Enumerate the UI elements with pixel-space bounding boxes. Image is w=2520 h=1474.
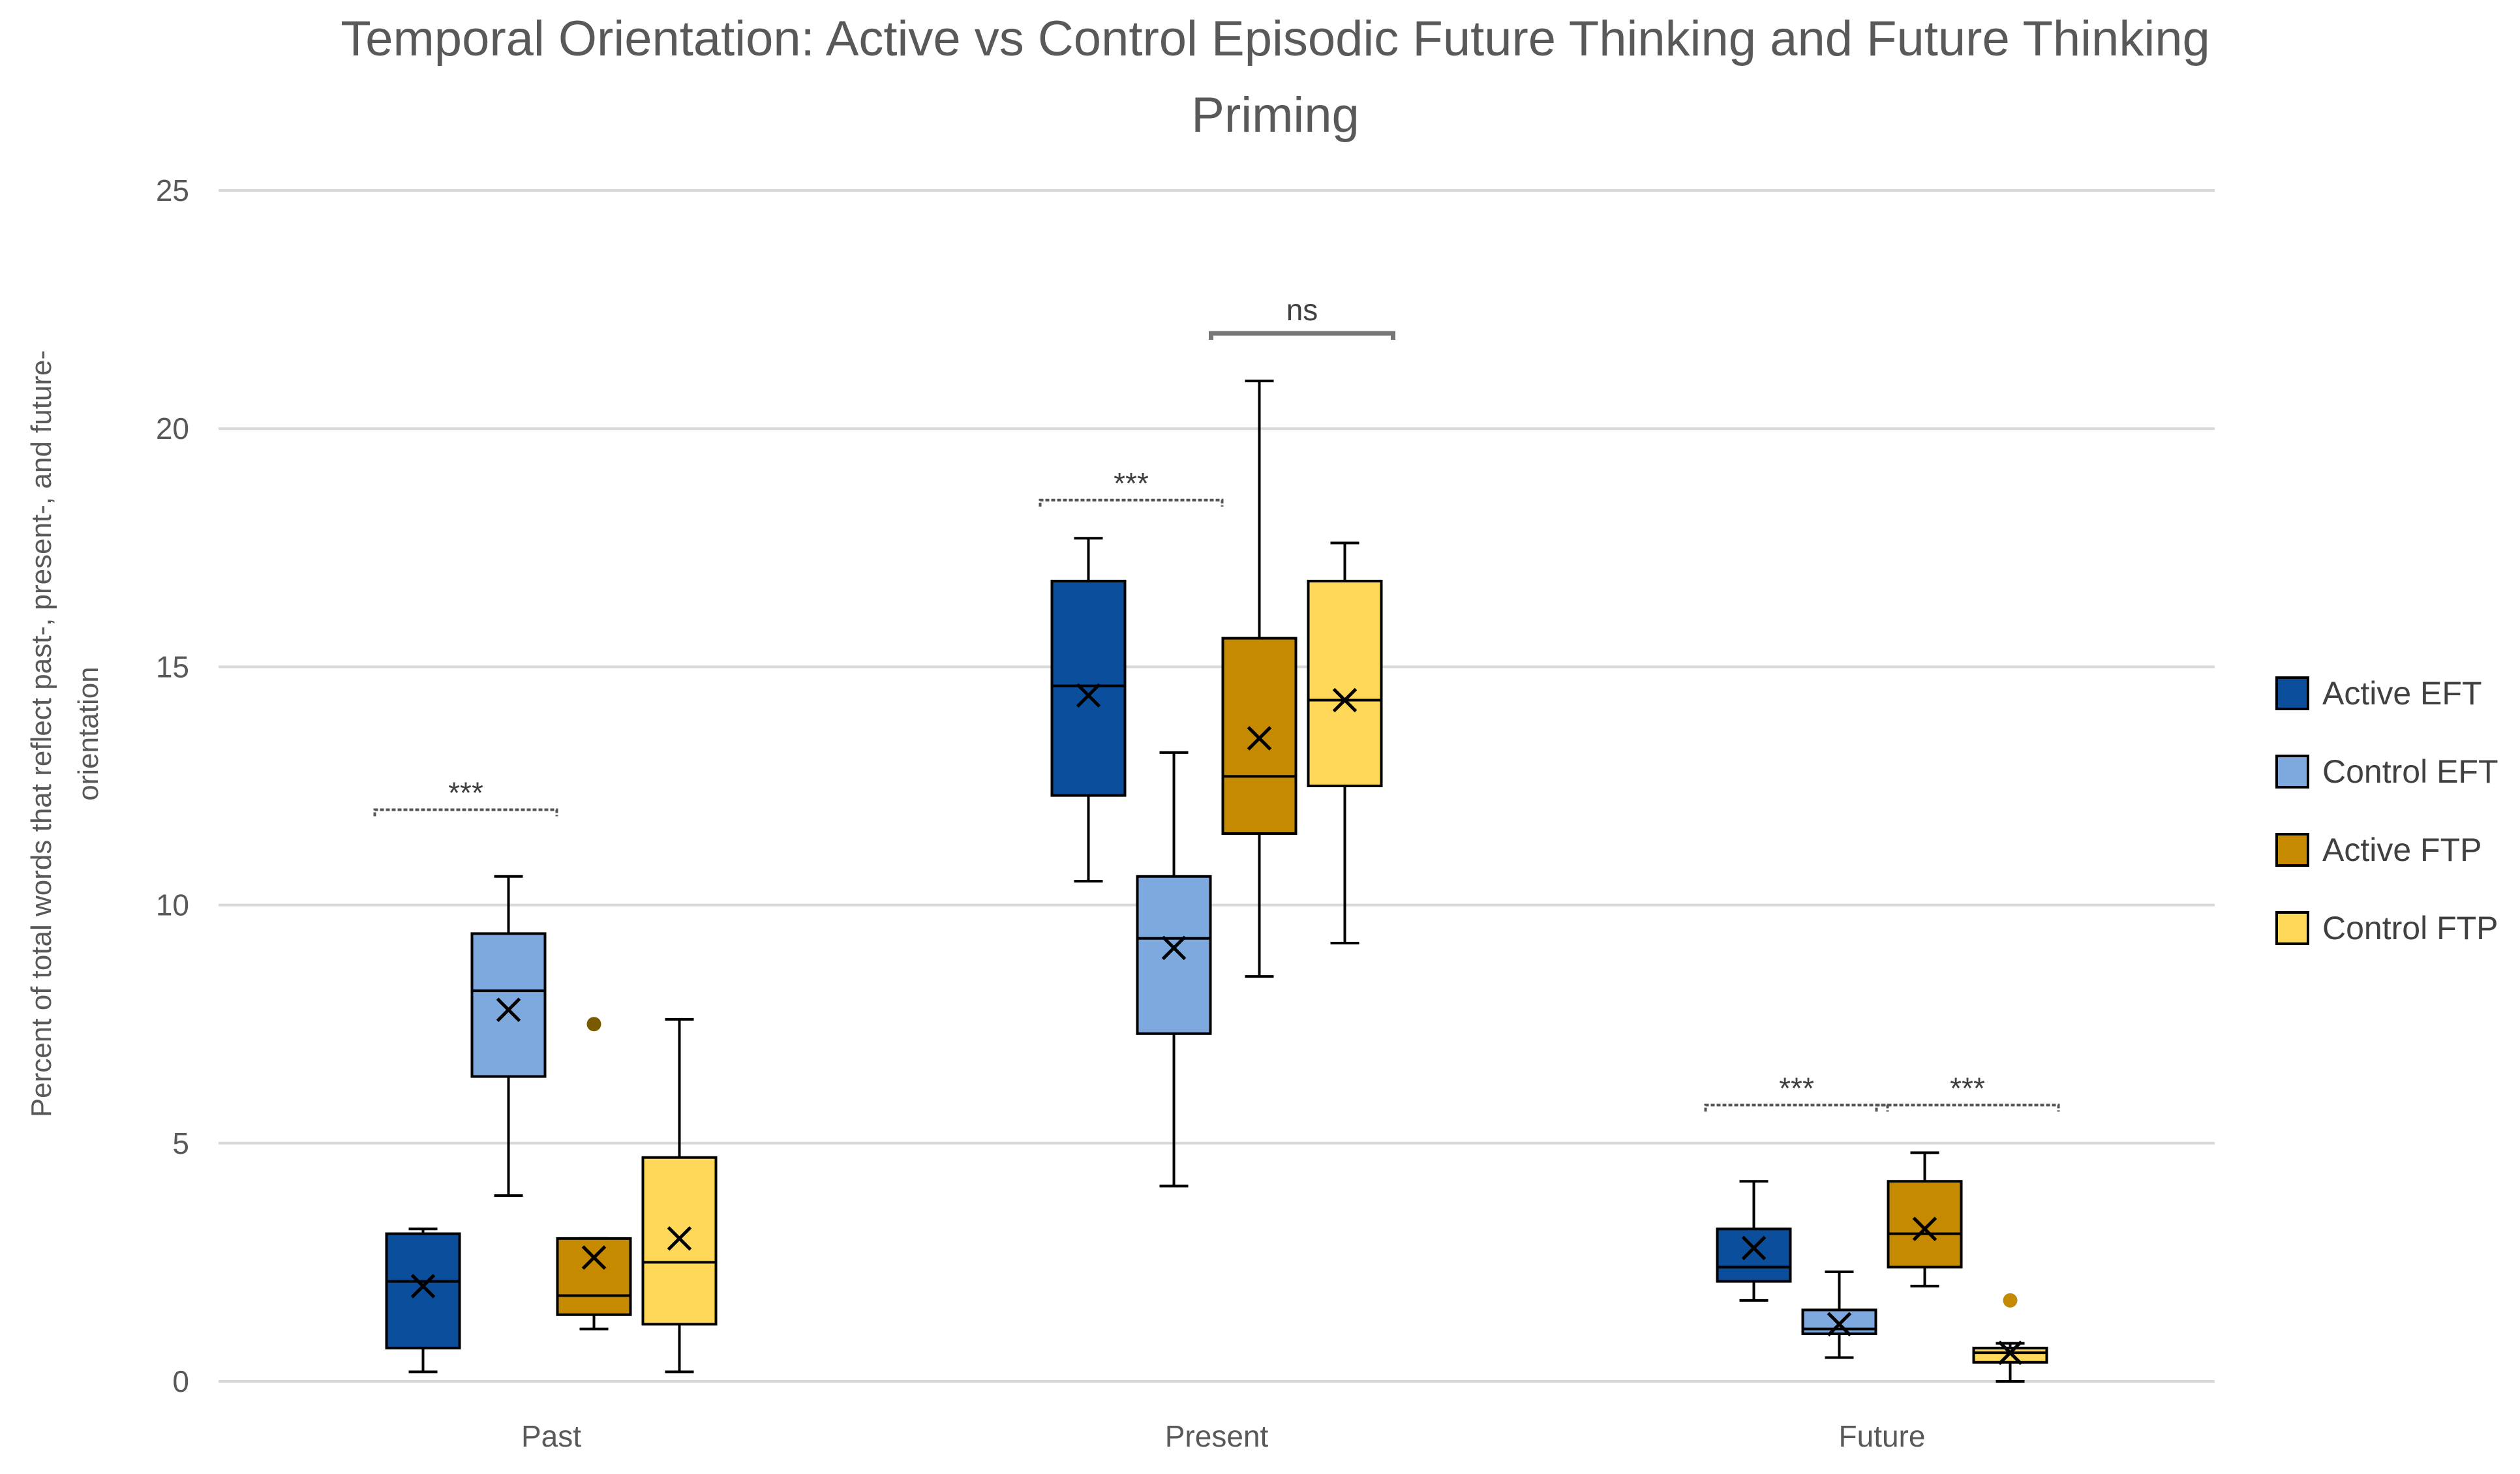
significance-bracket: [1875, 1104, 2060, 1112]
y-axis-label: Percent of total words that reflect past…: [25, 350, 104, 1117]
box: [1136, 875, 1212, 1035]
mean-marker: [1827, 1312, 1852, 1337]
legend-swatch: [2275, 911, 2309, 945]
legend-swatch: [2275, 676, 2309, 710]
mean-marker: [1741, 1235, 1767, 1261]
box: [556, 1237, 632, 1316]
y-tick-label: 15: [156, 650, 189, 684]
box: [1716, 1227, 1792, 1283]
box: [470, 932, 547, 1078]
significance-bracket: [1704, 1104, 1889, 1112]
legend: Active EFT Control EFT Active FTP Control F…: [2275, 675, 2498, 946]
box-plot: [470, 875, 547, 1197]
outlier-point: [586, 1017, 601, 1032]
y-tick-label: 5: [172, 1126, 189, 1160]
gridlines: [219, 189, 2215, 1383]
box-plot: [556, 1017, 632, 1331]
mean-marker: [410, 1274, 436, 1299]
significance-bracket: [1039, 498, 1224, 507]
x-tick-label: Present: [1165, 1419, 1269, 1453]
y-axis-label-line-1: Percent of total words that reflect past…: [25, 350, 57, 1117]
mean-marker: [667, 1226, 692, 1251]
significance-bracket: [1209, 331, 1395, 340]
legend-label: Active EFT: [2322, 675, 2482, 712]
box-plot: [1050, 537, 1127, 883]
y-tick-label: 0: [172, 1364, 189, 1398]
y-axis-ticks: 0 5 10 15 20 25: [156, 173, 189, 1398]
box-plot: [1972, 1293, 2048, 1383]
box-plot: [1221, 380, 1298, 978]
chart-title-line-1: Temporal Orientation: Active vs Control …: [341, 11, 2210, 67]
mean-marker: [1332, 687, 1358, 713]
box-plot: [1801, 1271, 1877, 1359]
y-tick-label: 25: [156, 173, 189, 207]
box: [1050, 579, 1127, 797]
y-axis-label-line-2: orientation: [72, 667, 104, 800]
box: [1887, 1180, 1963, 1269]
legend-swatch: [2275, 755, 2309, 789]
x-axis-ticks: Past Present Future: [521, 1419, 1926, 1453]
x-tick-label: Past: [521, 1419, 581, 1453]
significance-label: ***: [448, 776, 483, 810]
box: [1307, 579, 1383, 787]
box: [1972, 1346, 2048, 1364]
mean-marker: [1247, 726, 1272, 751]
box-plot: [1307, 541, 1383, 945]
legend-swatch: [2275, 833, 2309, 867]
legend-label: Control FTP: [2322, 910, 2498, 946]
box-plot: [1136, 751, 1212, 1188]
significance-label: ns: [1286, 293, 1318, 327]
box-plot: [1887, 1151, 1963, 1287]
box-plot: [1716, 1180, 1792, 1302]
significance-brackets: *** *** ns *** ***: [373, 293, 2060, 1112]
significance-label: ***: [1950, 1071, 1985, 1105]
outlier-point: [2003, 1293, 2018, 1308]
y-tick-label: 10: [156, 888, 189, 922]
chart-title-line-2: Priming: [1191, 87, 1359, 143]
significance-label: ***: [1779, 1071, 1814, 1105]
mean-marker: [1997, 1340, 2023, 1365]
y-tick-label: 20: [156, 412, 189, 445]
mean-marker: [1076, 683, 1101, 708]
legend-label: Active FTP: [2322, 832, 2482, 868]
mean-marker: [1161, 935, 1187, 961]
box: [641, 1156, 718, 1326]
mean-marker: [581, 1245, 607, 1270]
mean-marker: [496, 997, 521, 1023]
significance-bracket: [373, 808, 558, 817]
mean-marker: [1912, 1216, 1937, 1242]
legend-label: Control EFT: [2322, 753, 2498, 790]
significance-label: ***: [1114, 466, 1149, 500]
box-plot: [385, 1227, 461, 1374]
x-tick-label: Future: [1839, 1419, 1926, 1453]
box-plots: [385, 380, 2048, 1383]
box: [1221, 637, 1298, 835]
box: [385, 1232, 461, 1349]
box-plot: [641, 1017, 718, 1374]
